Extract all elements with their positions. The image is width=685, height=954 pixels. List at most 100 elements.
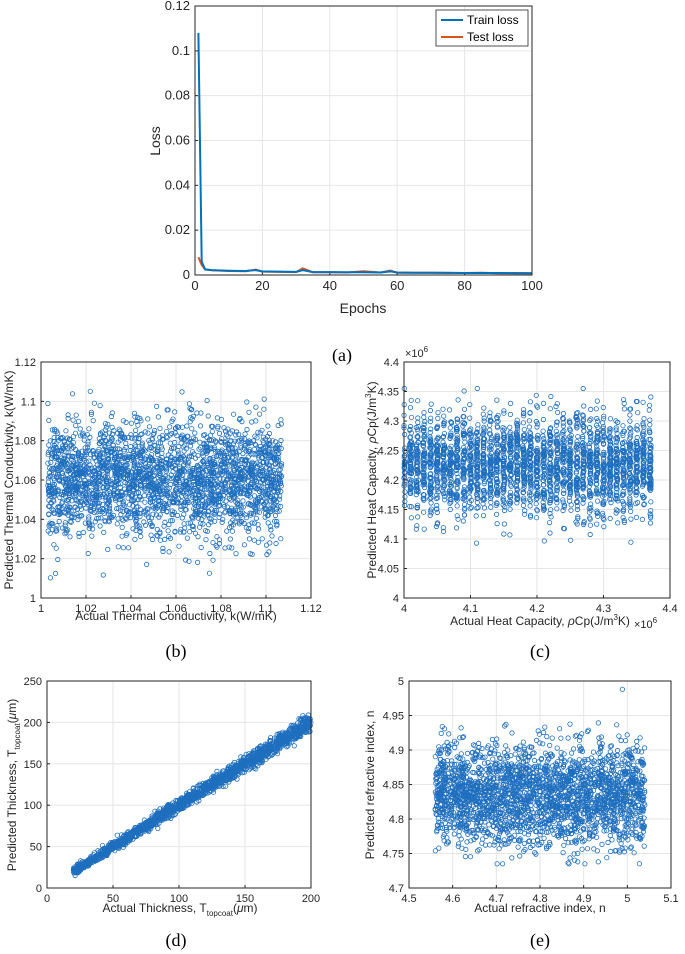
scatter-point [137,513,143,519]
scatter-point [507,424,513,430]
scatter-point [149,536,156,543]
scatter-point [45,400,51,407]
scatter-point [175,459,181,465]
scatter-point [45,460,51,466]
scatter-point [114,521,120,527]
y-tick-label: 0.06 [165,133,190,148]
scatter-point [269,438,276,444]
scatter-point [128,420,135,426]
scatter-point [533,392,539,398]
scatter-point [414,514,421,520]
scatter-point [197,524,203,530]
scatter-point [242,512,248,518]
scatter-point [494,520,500,527]
scatter-point [120,545,126,551]
scatter-point [633,514,640,521]
scatter-point [261,406,267,412]
scatter-point [192,430,198,436]
scatter-point [615,520,621,526]
scatter-point [278,488,284,495]
scatter-point [184,423,190,429]
scatter-point [166,549,172,555]
scatter-point [174,489,180,495]
scatter-point [481,405,487,411]
scatter-point [177,529,184,535]
scatter-point [401,431,408,438]
scatter-point [507,532,513,538]
scatter-point [501,521,507,527]
y-tick-label: 0.12 [165,0,190,13]
scatter-point [639,516,646,523]
scatter-point [178,493,184,499]
scatter-point [189,426,195,432]
scatter-point [454,503,460,509]
scatter-point [402,489,408,495]
y-tick-label: 1.1 [21,396,36,408]
scatter-point [89,533,95,539]
scatter-point [427,407,433,414]
scatter-point [203,527,209,534]
scatter-point [221,503,228,510]
scatter-point [195,559,201,566]
scatter-point [86,426,92,432]
y-ticks-a: 00.020.040.060.080.10.12 [165,0,198,282]
scatter-point [165,528,171,534]
scatter-point [87,434,93,440]
scatter-point [635,410,641,416]
scatter-point [269,533,275,539]
x-tick-label: 80 [457,278,471,293]
scatter-point [254,463,261,470]
scatter-point [474,385,480,392]
scatter-point [176,443,182,449]
scatter-point [62,531,68,537]
scatter-point [100,572,106,578]
scatter-point [421,409,427,416]
scatter-point [115,516,121,522]
scatter-point [117,449,123,456]
scatter-point [75,516,81,523]
scatter-point [155,440,162,446]
scatter-point [214,453,220,460]
y-tick-label: 1.12 [15,357,36,369]
scatter-point [256,411,263,417]
scatter-point [142,429,148,435]
scatter-point [461,406,468,412]
scatter-point [85,550,91,557]
scatter-point [138,533,144,540]
x-tick-label: 0 [191,278,198,293]
scatter-point [527,399,534,405]
scatter-point [157,537,163,543]
scatter-point [224,528,230,534]
scatter-point [229,528,236,534]
scatter-point [266,437,272,443]
scatter-point [244,426,250,433]
scatter-point [140,448,146,454]
scatter-point [533,501,539,507]
scatter-point [507,482,513,488]
scatter-point [278,536,284,542]
scatter-point [63,428,69,434]
scatter-point [90,417,96,424]
x-tick-label: 60 [390,278,404,293]
x-axis-label-b: Actual Thermal Conductivity, k(W/mK) [75,609,277,623]
scatter-point [56,518,62,525]
scatter-point [146,424,153,430]
scatter-point [81,437,87,443]
scatter-point [408,397,414,403]
scatter-point [620,514,626,521]
scatter-point [112,497,119,503]
scatter-point [152,447,158,453]
scatter-point [594,498,601,504]
scatter-point [132,414,138,420]
scatter-point [554,506,560,512]
scatter-point [65,527,71,533]
scatter-point [186,558,192,564]
x-tick-label: 20 [255,278,269,293]
scatter-point [648,499,654,505]
series-line-train [197,32,532,275]
scatter-point [507,411,513,417]
scatter-point [130,526,136,532]
scatter-point [245,454,251,460]
scatter-point [48,459,54,465]
